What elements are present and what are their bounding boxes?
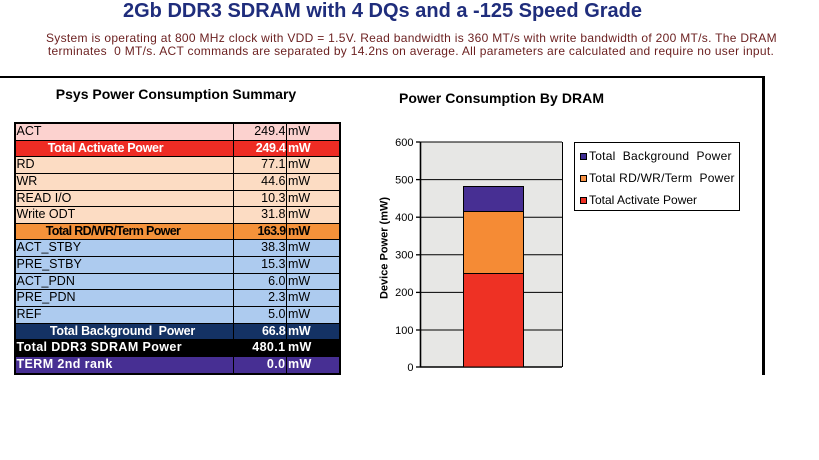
svg-text:300: 300 [395,250,413,262]
svg-text:100: 100 [395,325,413,337]
svg-text:0: 0 [407,362,413,374]
svg-text:600: 600 [395,137,413,149]
svg-text:400: 400 [395,212,413,224]
svg-text:Device Power (mW): Device Power (mW) [379,197,391,299]
svg-text:500: 500 [395,174,413,186]
svg-text:200: 200 [395,287,413,299]
